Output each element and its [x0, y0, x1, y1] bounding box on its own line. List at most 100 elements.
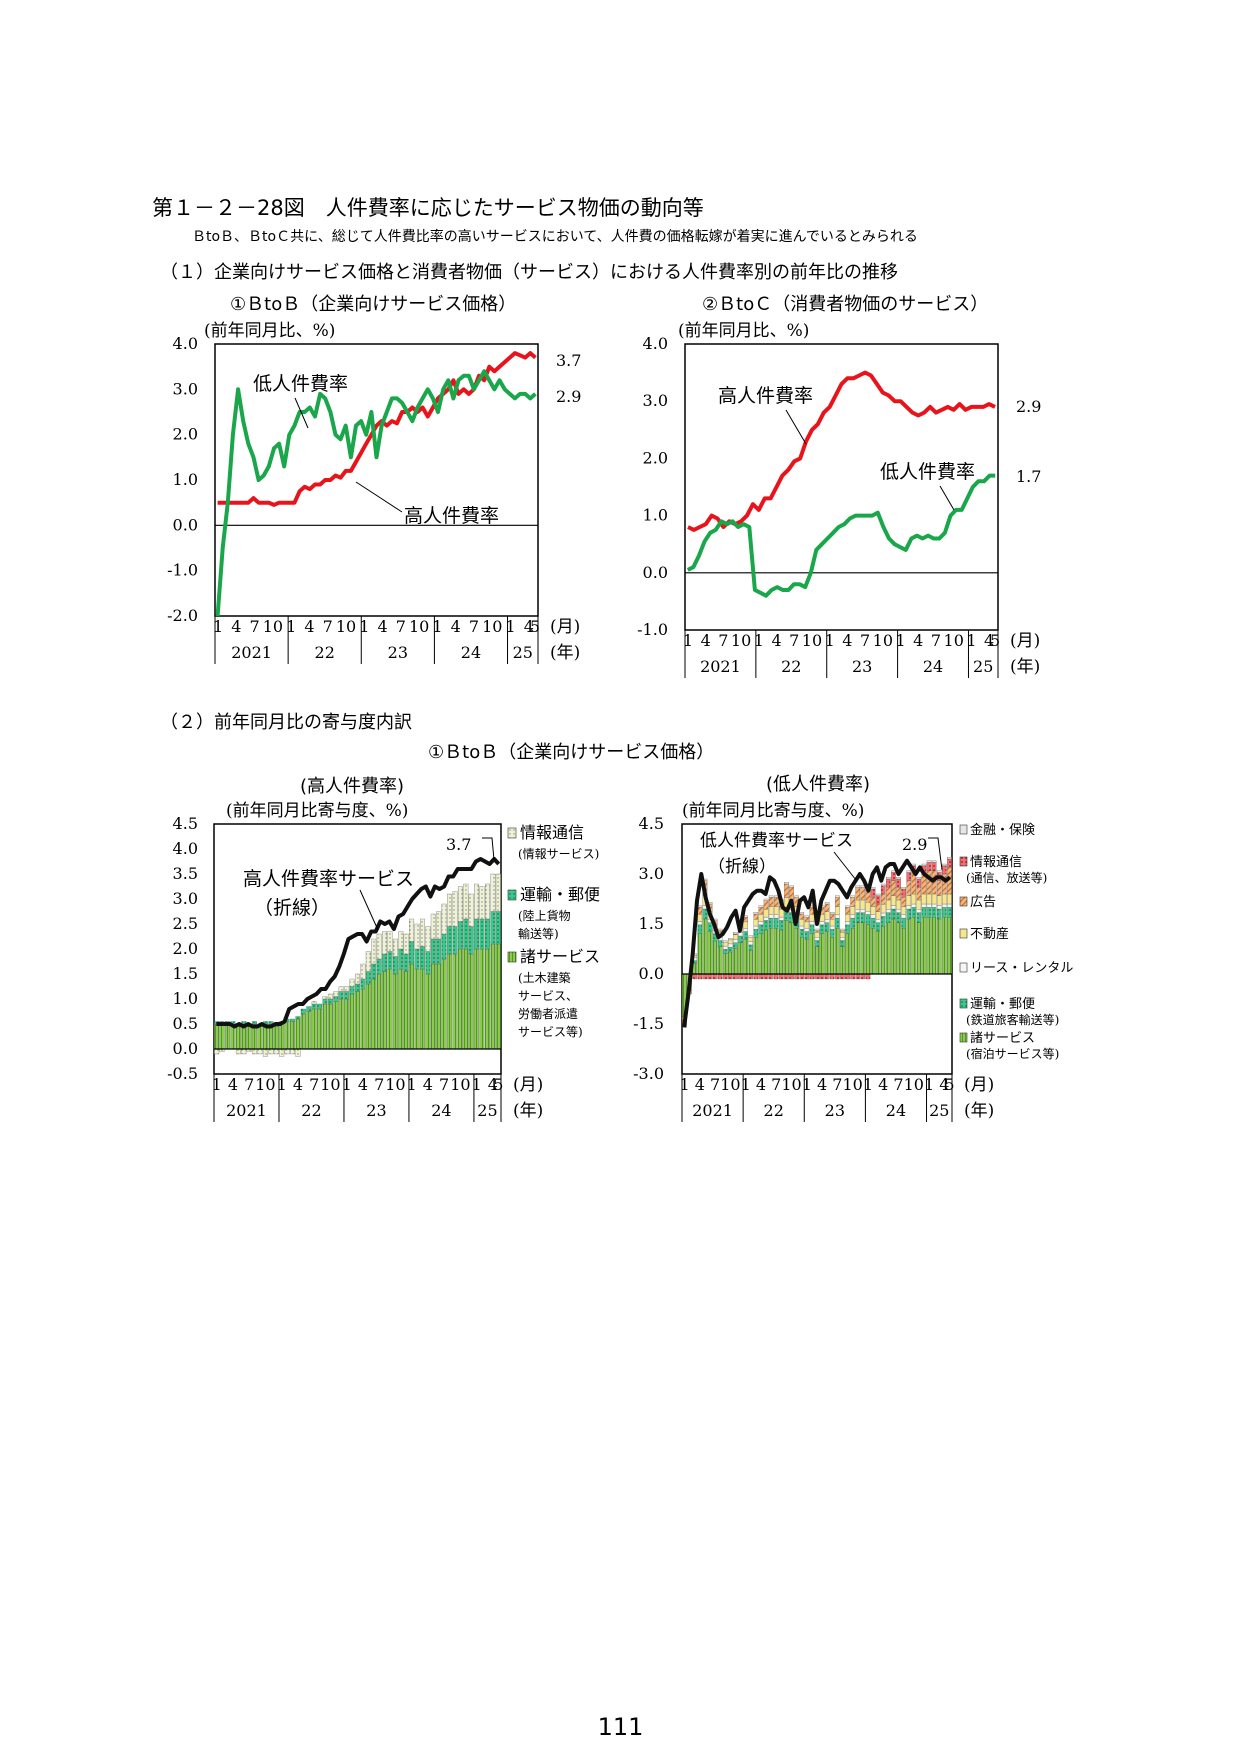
bar-segment: [829, 913, 835, 920]
bar-segment: [723, 949, 728, 954]
bar-segment: [835, 973, 840, 980]
bar-segment: [835, 928, 840, 975]
bar-segment: [474, 948, 480, 1050]
bar-segment: [436, 911, 442, 940]
x-tick-month: 1: [863, 1075, 873, 1094]
bar-segment: [804, 928, 810, 932]
bar-segment: [753, 937, 759, 975]
x-tick-year: 22: [764, 1101, 784, 1120]
x-tick-month: 1: [212, 1075, 222, 1094]
bar-segment: [880, 883, 886, 886]
legend-note: 輸送等): [518, 926, 559, 941]
bar-segment: [279, 1048, 285, 1057]
bar-segment: [829, 919, 835, 927]
bar-segment: [284, 1021, 290, 1050]
x-tick-month: 7: [396, 617, 406, 636]
bar-segment: [763, 916, 769, 921]
x-tick-month: 4: [913, 631, 923, 650]
x-tick-month: 10: [904, 1075, 924, 1094]
bar-segment: [743, 973, 748, 980]
bar-segment: [333, 996, 339, 1002]
bar-segment: [214, 1048, 220, 1055]
bar-segment: [947, 857, 952, 860]
bar-segment: [723, 940, 728, 943]
bar-segment: [880, 926, 886, 975]
bar-segment: [430, 938, 436, 965]
bar-segment: [371, 938, 377, 965]
bar-segment: [707, 973, 713, 980]
bar-segment: [317, 1008, 323, 1050]
bar-segment: [850, 918, 855, 929]
bar-segment: [891, 872, 896, 881]
bar-segment: [824, 919, 830, 923]
bar-segment: [317, 1003, 323, 1010]
x-tick-month: 5: [944, 1075, 954, 1094]
bar-segment: [409, 963, 415, 1050]
y-tick-label: 2.0: [643, 448, 668, 467]
btoc-annot-low: 低人件費率: [880, 461, 975, 483]
bar-segment: [306, 1006, 312, 1012]
legend-note: (陸上貨物: [518, 908, 571, 923]
legend-swatch: [959, 998, 968, 1009]
bar-segment: [926, 860, 932, 863]
btoc-endlabel-low: 1.7: [1016, 467, 1041, 486]
bar-segment: [784, 883, 789, 898]
bar-segment: [947, 903, 952, 908]
y-tick-label: 1.0: [173, 470, 198, 489]
bar-segment: [829, 925, 835, 930]
bar-segment: [322, 1003, 328, 1050]
bar-segment: [382, 971, 388, 1050]
bar-segment: [804, 939, 810, 975]
y-tick-label: 1.0: [173, 989, 198, 1008]
x-tick-year: 25: [513, 643, 533, 662]
bar-segment: [768, 914, 774, 919]
x-year-unit: (年): [1010, 657, 1040, 677]
bar-segment: [768, 918, 774, 929]
legend-swatch: [959, 856, 968, 867]
bar-segment: [931, 862, 937, 871]
bar-segment: [896, 912, 901, 923]
bar-segment: [295, 1016, 301, 1020]
x-tick-year: 24: [431, 1101, 451, 1120]
bar-segment: [392, 938, 398, 957]
bar-segment: [921, 903, 927, 908]
x-tick-month: 1: [359, 617, 369, 636]
y-tick-label: 0.5: [173, 1014, 198, 1033]
page-number: 111: [597, 1713, 644, 1741]
x-tick-month: 4: [842, 631, 852, 650]
x-tick-month: 4: [358, 1075, 368, 1094]
bar-segment: [936, 918, 942, 975]
x-tick-year: 24: [461, 643, 481, 662]
bar-segment: [906, 895, 912, 906]
bar-segment: [886, 877, 891, 880]
bar-segment: [738, 935, 743, 943]
x-tick-month: 7: [469, 617, 479, 636]
bar-segment: [855, 885, 861, 888]
legend-swatch: [959, 928, 968, 939]
bar-segment: [733, 948, 738, 975]
bar-segment: [886, 912, 891, 923]
bar-segment: [743, 931, 748, 940]
bar-segment: [824, 902, 830, 905]
bar-segment: [799, 912, 805, 915]
bar-segment: [799, 929, 805, 938]
bar-segment: [942, 917, 947, 975]
x-tick-year: 25: [929, 1101, 949, 1120]
bar-segment: [409, 941, 415, 965]
bar-segment: [789, 973, 794, 980]
bar-segment: [728, 939, 733, 945]
bar-segment: [728, 973, 733, 980]
legend-note: (土木建築: [518, 970, 571, 985]
bar-segment: [290, 1048, 295, 1055]
bar-segment: [880, 916, 886, 927]
bar-segment: [947, 917, 952, 975]
y-tick-label: -2.0: [167, 606, 198, 625]
x-tick-month: 4: [817, 1075, 827, 1094]
bar-segment: [692, 973, 698, 980]
bar-segment: [697, 973, 703, 980]
btob-chart: (前年同月比、%) 4.0 3.0 2.0 1.0 0.0 -1.0 -2.0 3.7 2.…: [167, 321, 581, 664]
btob-annot-low: 低人件費率: [253, 373, 348, 395]
bar-segment: [875, 922, 881, 932]
bar-segment: [926, 907, 932, 918]
